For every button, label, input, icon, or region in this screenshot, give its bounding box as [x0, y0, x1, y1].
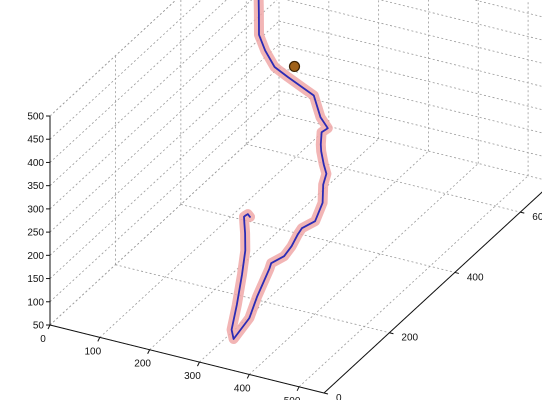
z-tick-label: 50 — [33, 321, 45, 332]
x-tick — [47, 324, 51, 330]
left-wall-grid-line — [49, 44, 280, 256]
y-tick — [520, 211, 525, 214]
left-wall-grid-line — [49, 0, 177, 117]
z-tick-label: 250 — [27, 228, 44, 239]
back-wall-grid-line — [472, 0, 542, 18]
floor-grid-line — [199, 150, 429, 363]
left-wall-grid-line — [49, 113, 280, 326]
left-wall-grid-line — [49, 20, 280, 233]
x-tick — [246, 374, 250, 379]
z-tick-label: 300 — [27, 204, 44, 215]
back-wall-grid-line — [278, 43, 542, 111]
z-tick-label: 450 — [27, 135, 44, 146]
back-wall-grid-line — [278, 113, 542, 180]
x-tick-label: 0 — [40, 334, 46, 345]
back-wall-grid-line — [285, 0, 542, 64]
x-tick-label: 300 — [184, 371, 201, 382]
floor-grid-line — [246, 143, 521, 213]
box-edge — [49, 0, 177, 117]
x-tick — [97, 337, 101, 342]
floor-grid-line — [180, 204, 455, 273]
floor-grid-line — [298, 175, 529, 388]
floor-grid-line — [99, 126, 330, 338]
marker-point — [288, 60, 301, 73]
y-tick-label: 400 — [467, 272, 484, 283]
left-wall-grid-line — [49, 0, 227, 163]
z-tick-label: 400 — [27, 158, 44, 169]
y-tick — [323, 392, 329, 395]
y-tick-label: 0 — [336, 393, 342, 400]
z-tick-label: 100 — [27, 297, 44, 308]
back-wall-grid-line — [278, 20, 542, 87]
y-tick — [454, 271, 459, 274]
y-tick — [389, 332, 394, 335]
x-tick — [296, 386, 300, 392]
back-wall-grid-line — [278, 90, 542, 157]
x-axis — [49, 324, 325, 394]
left-wall-grid-line — [49, 90, 280, 303]
z-tick-label: 500 — [27, 112, 44, 123]
z-tick-label: 350 — [27, 181, 44, 192]
left-wall-grid-line — [49, 0, 253, 186]
z-tick-label: 150 — [27, 274, 44, 285]
y-tick-label: 200 — [401, 333, 418, 344]
left-wall-grid-line — [49, 0, 278, 210]
axes — [46, 115, 542, 395]
left-wall-grid-line — [49, 67, 280, 279]
back-wall-grid-line — [379, 0, 542, 41]
x-tick-label: 400 — [234, 383, 251, 394]
x-tick — [197, 361, 200, 367]
z-tick-label: 200 — [27, 251, 44, 262]
box-edge — [323, 191, 542, 394]
back-wall-grid-line — [278, 67, 542, 134]
x-tick — [147, 349, 151, 354]
grid-lines — [49, 0, 542, 394]
x-tick-label: 200 — [134, 359, 151, 370]
x-tick-label: 100 — [84, 346, 101, 357]
tick-labels: 50 100 150 200 250 300 350 400 450 500 0 100 200 300 4… — [27, 112, 542, 400]
floor-grid-line — [149, 138, 379, 351]
left-wall-grid-line — [49, 0, 202, 140]
trajectory-line — [230, 0, 329, 340]
floor-grid-line — [249, 163, 479, 375]
trajectory — [226, 0, 333, 344]
y-axis — [323, 191, 542, 394]
y-tick-label: 600 — [532, 212, 542, 223]
x-tick-label: 500 — [284, 396, 301, 400]
